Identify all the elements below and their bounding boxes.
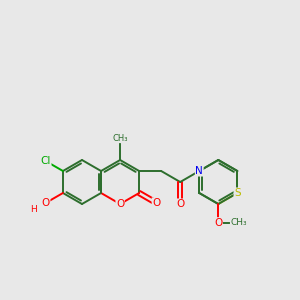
Text: O: O [116, 199, 124, 209]
Text: Cl: Cl [40, 156, 51, 166]
Text: O: O [176, 199, 184, 209]
Text: H: H [30, 205, 37, 214]
Text: O: O [214, 218, 222, 228]
Text: CH₃: CH₃ [112, 134, 128, 143]
Text: CH₃: CH₃ [230, 218, 247, 227]
Text: O: O [152, 198, 160, 208]
Text: N: N [195, 166, 203, 176]
Text: S: S [234, 188, 241, 198]
Text: O: O [42, 198, 50, 208]
